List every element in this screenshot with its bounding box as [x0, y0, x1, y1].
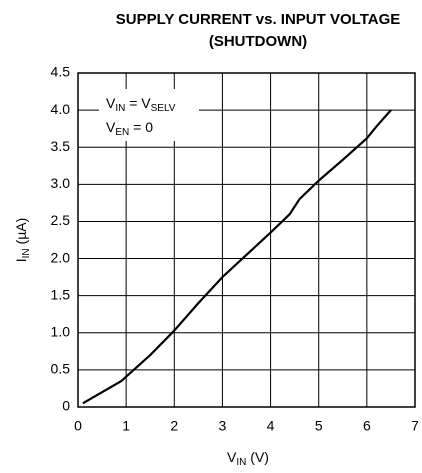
- x-tick-label: 6: [363, 418, 371, 434]
- x-axis-label-part: (V): [246, 449, 269, 465]
- y-axis-label: IIN (µA): [13, 218, 32, 263]
- y-tick-label: 3.5: [51, 138, 71, 154]
- x-tick-label: 1: [122, 418, 130, 434]
- y-axis-label-part: (µA): [13, 218, 29, 249]
- annotation-part: = 0: [129, 119, 153, 135]
- x-tick-label: 5: [315, 418, 323, 434]
- y-tick-label: 0.5: [51, 361, 71, 377]
- chart-title: SUPPLY CURRENT vs. INPUT VOLTAGE: [116, 11, 401, 28]
- annotation-part: IN: [115, 103, 125, 114]
- x-tick-label: 3: [219, 418, 227, 434]
- y-tick-label: 0: [62, 398, 70, 414]
- y-axis-label-part: IN: [21, 248, 32, 258]
- x-axis-label-part: IN: [236, 457, 246, 468]
- x-tick-label: 7: [411, 418, 419, 434]
- x-tick-label: 4: [267, 418, 275, 434]
- chart-title: (SHUTDOWN): [209, 33, 307, 50]
- x-tick-label: 2: [170, 418, 178, 434]
- y-tick-label: 2.0: [51, 249, 71, 265]
- y-axis-label-part: I: [13, 258, 29, 262]
- y-tick-label: 2.5: [51, 212, 71, 228]
- data-line: [82, 109, 392, 405]
- y-tick-label: 4.0: [51, 101, 71, 117]
- annotation-part: = V: [125, 95, 151, 111]
- x-tick-label: 0: [74, 418, 82, 434]
- annotation-part: EN: [115, 127, 129, 138]
- plot-frame: [77, 72, 416, 408]
- annotation: VEN = 0: [106, 119, 153, 138]
- y-tick-label: 3.0: [51, 175, 71, 191]
- annotation-box: [99, 89, 199, 141]
- annotation: VIN = VSELV: [106, 95, 176, 114]
- annotation-part: V: [106, 95, 116, 111]
- annotation-part: SELV: [151, 103, 176, 114]
- x-axis-label-part: V: [227, 449, 237, 465]
- x-axis-label: VIN (V): [227, 449, 269, 468]
- y-tick-label: 1.5: [51, 286, 71, 302]
- annotation-part: V: [106, 119, 116, 135]
- y-tick-label: 4.5: [51, 64, 71, 80]
- y-tick-label: 1.0: [51, 323, 71, 339]
